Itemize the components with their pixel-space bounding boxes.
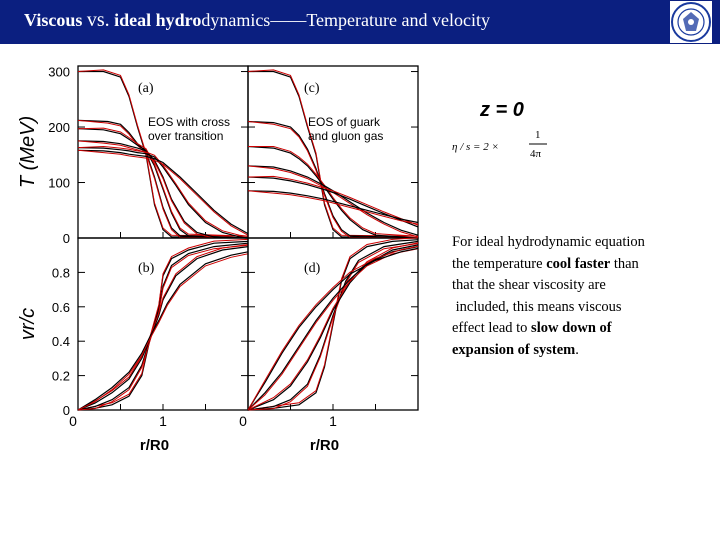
series-line-ideal — [247, 247, 419, 411]
panel-annotation: EOS with cross — [148, 115, 230, 129]
slide-title: Viscous vs. ideal hydrodynamics——Tempera… — [24, 9, 490, 32]
desc-line: the temperature cool faster than — [452, 255, 639, 272]
series-line-ideal — [248, 70, 419, 239]
formula-z: z = 0 — [479, 99, 524, 121]
series-line-viscous — [247, 243, 419, 411]
desc-line: effect lead to slow down of — [452, 320, 612, 336]
title-part-ideal: ideal hydro — [109, 10, 202, 30]
formula-denominator: 4π — [530, 148, 542, 160]
title-part-viscous: Viscous — [24, 10, 87, 30]
series-line-viscous — [77, 253, 249, 411]
series-line-viscous — [77, 244, 249, 411]
panel-frame — [77, 237, 249, 411]
series-line-viscous — [247, 242, 419, 411]
university-seal-icon — [670, 1, 712, 43]
x-axis-label: r/R0 — [140, 437, 169, 454]
y-tick-label: 100 — [48, 176, 70, 191]
series-line-ideal — [77, 149, 249, 235]
x-tick-label: 0 — [69, 413, 77, 429]
series-line-ideal — [77, 128, 249, 239]
panel-label: (b) — [138, 261, 155, 276]
y-tick-label: 0.8 — [52, 265, 70, 280]
desc-line: that the shear viscosity are — [452, 277, 606, 293]
panel-label: (c) — [304, 81, 320, 96]
panel-annotation: EOS of guark — [308, 115, 381, 129]
title-bar: Viscous vs. ideal hydrodynamics——Tempera… — [0, 0, 720, 44]
desc-line: For ideal hydrodynamic equation — [452, 234, 645, 250]
y-tick-label: 0 — [63, 403, 70, 418]
x-tick-label: 0 — [239, 413, 247, 429]
y-tick-label: 0.6 — [52, 300, 70, 315]
panel-label: (a) — [138, 81, 154, 96]
series-line-ideal — [247, 190, 419, 224]
series-line-viscous — [77, 145, 249, 237]
desc-line: expansion of system. — [452, 341, 579, 358]
series-line-ideal — [77, 246, 249, 411]
formula-numerator: 1 — [535, 129, 541, 141]
series-line-ideal — [78, 70, 249, 239]
y-tick-label: 0 — [63, 231, 70, 246]
series-line-viscous — [247, 248, 419, 411]
series-line-ideal — [77, 251, 249, 411]
description-text: For ideal hydrodynamic equation the temp… — [452, 232, 702, 361]
series-line-viscous — [77, 127, 249, 237]
x-tick-label: 1 — [329, 413, 337, 429]
series-line-viscous — [77, 140, 248, 239]
panel-label: (d) — [304, 261, 321, 276]
panel-annotation: over transition — [148, 129, 223, 143]
series-line-ideal — [247, 240, 419, 411]
y-tick-label: 0.4 — [52, 334, 70, 349]
series-line-ideal — [77, 147, 249, 239]
panel-frame — [77, 65, 249, 239]
series-line-viscous — [77, 149, 249, 236]
y-axis-label: vr/c — [17, 308, 39, 340]
panel-annotation: and gluon gas — [308, 129, 383, 143]
series-line-ideal — [77, 242, 249, 411]
series-line-viscous — [247, 175, 419, 226]
y-tick-label: 0.2 — [52, 369, 70, 384]
series-line-viscous — [247, 237, 419, 411]
series-line-viscous — [247, 245, 419, 411]
series-line-ideal — [77, 240, 249, 411]
series-line-viscous — [77, 244, 249, 411]
series-line-viscous — [77, 238, 249, 411]
formula-eta-lhs: η / s = 2 × — [452, 141, 499, 153]
series-line-viscous — [77, 69, 249, 237]
y-axis-label: T (MeV) — [17, 116, 39, 188]
series-line-ideal — [247, 120, 419, 239]
viscosity-formula: z = 0 η / s = 2 × 1 4π — [452, 99, 547, 160]
title-part-rest: dynamics——Temperature and velocity — [201, 10, 490, 30]
x-axis-label: r/R0 — [310, 437, 339, 454]
y-tick-label: 200 — [48, 120, 70, 135]
series-line-viscous — [247, 121, 419, 239]
series-line-viscous — [247, 190, 419, 225]
series-line-ideal — [247, 246, 419, 411]
series-line-viscous — [247, 69, 419, 237]
y-tick-label: 300 — [48, 65, 70, 80]
desc-line: included, this means viscous — [452, 298, 622, 315]
title-part-vs: vs. — [86, 9, 110, 31]
panel-frame — [247, 65, 419, 239]
x-tick-label: 1 — [159, 413, 167, 429]
